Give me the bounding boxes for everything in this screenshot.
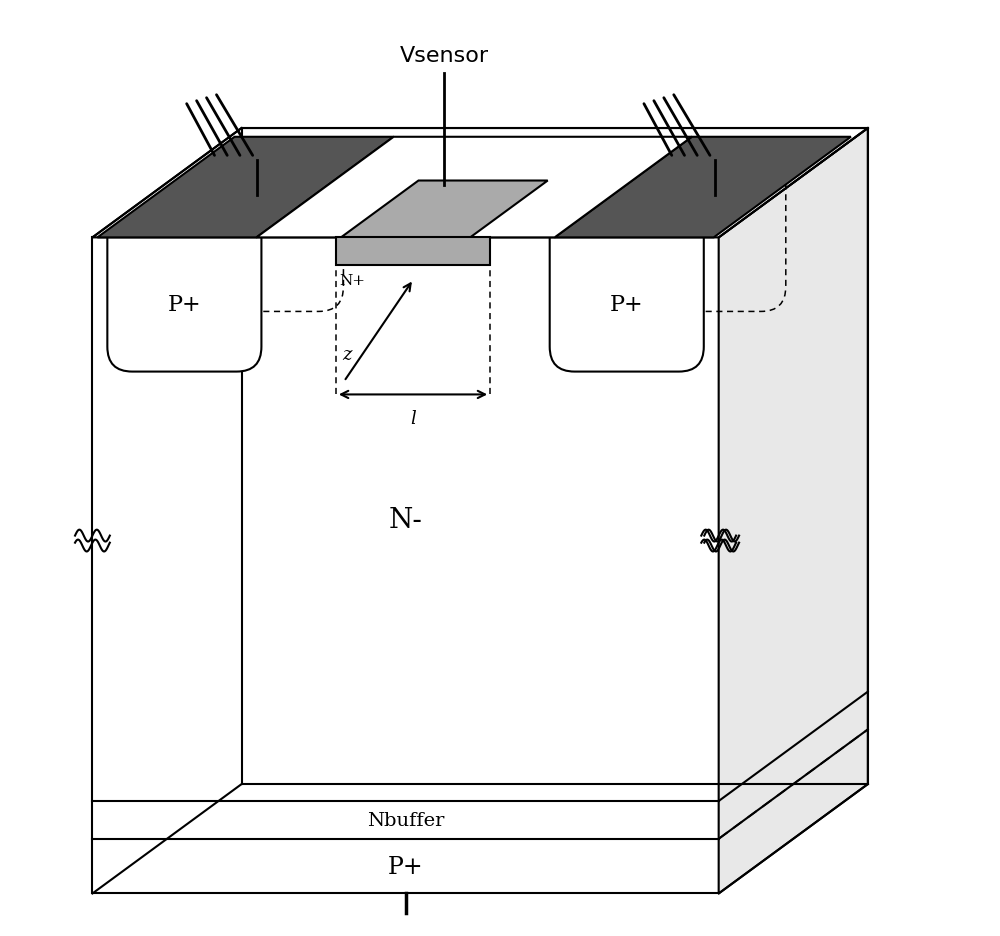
Polygon shape	[256, 138, 692, 238]
Polygon shape	[555, 138, 851, 238]
Text: P+: P+	[610, 294, 644, 316]
Polygon shape	[92, 238, 719, 894]
PathPatch shape	[107, 238, 261, 373]
Text: Vsensor: Vsensor	[400, 47, 489, 66]
Text: z: z	[342, 345, 352, 363]
Polygon shape	[97, 138, 394, 238]
PathPatch shape	[550, 238, 704, 373]
Text: P+: P+	[168, 294, 201, 316]
Text: N-: N-	[389, 506, 423, 534]
Polygon shape	[92, 129, 868, 238]
Polygon shape	[341, 182, 548, 238]
Text: P+: P+	[388, 855, 423, 878]
Polygon shape	[336, 238, 490, 266]
Text: Nbuffer: Nbuffer	[367, 811, 444, 829]
Text: N+: N+	[339, 274, 365, 288]
Text: l: l	[410, 410, 416, 428]
Polygon shape	[719, 129, 868, 894]
